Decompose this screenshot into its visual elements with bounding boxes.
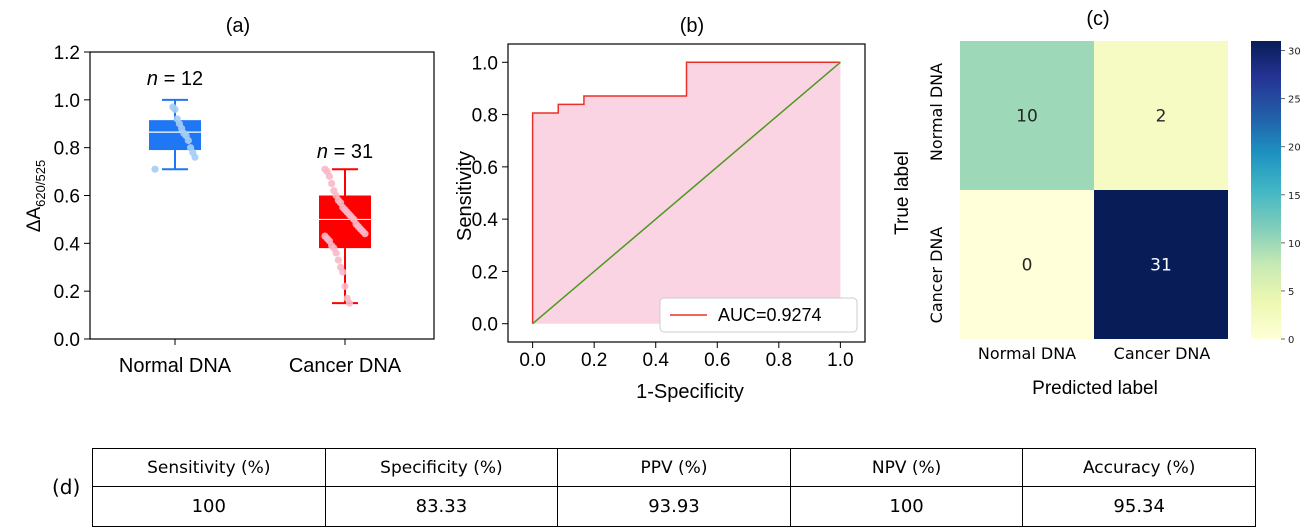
heatmap-cell-value: 10 (1016, 107, 1038, 127)
roc-y-tick-label: 0.4 (472, 210, 499, 231)
header-cell: Sensitivity (%) (92, 447, 326, 488)
heatmap-cell-value: 2 (1156, 107, 1167, 127)
x-tick-cancer-dna: Cancer DNA (1114, 344, 1211, 363)
roc-legend: AUC=0.9274 (659, 297, 858, 333)
roc-chart: 0.0 0.2 0.4 0.6 0.8 1.0 0.0 0.2 0.4 0.6 0.8 1.0 1-… (454, 43, 866, 403)
heatmap-cell (1094, 41, 1228, 190)
data-point (336, 263, 345, 271)
colorbar-tick-label: 25 (1288, 95, 1301, 106)
header-cell: Accuracy (%) (1022, 447, 1256, 488)
confusion-matrix-heatmap: 10 20 31 Normal DNA Cancer DNA Normal DNA … (892, 41, 1301, 399)
data-point (343, 294, 351, 302)
data-point (321, 232, 329, 240)
value-cell: 95.34 (1022, 486, 1256, 527)
heatmap-cell-value: 0 (1022, 256, 1033, 276)
table-header-row: Sensitivity (%) Specificity (%) PPV (%) … (92, 447, 1256, 488)
box-y-tick-label: 0.2 (54, 282, 80, 303)
box-y-tick-label: 0.0 (54, 330, 80, 351)
n-label-cancer: n = 31 (317, 141, 373, 163)
colorbar-tick-label: 10 (1288, 239, 1301, 250)
metrics-table: Sensitivity (%) Specificity (%) PPV (%) … (92, 447, 1256, 527)
box-plot-chart: 0.0 0.2 0.4 0.6 0.8 1.0 1.2 Normal DNA Cancer D… (24, 43, 435, 377)
roc-x-tick-label: 0.6 (704, 350, 730, 371)
header-cell: PPV (%) (557, 447, 791, 488)
roc-x-axis-label: 1-Specificity (636, 381, 744, 403)
value-cell: 83.33 (324, 486, 559, 527)
panel-label-d: (d) (52, 475, 81, 499)
heatmap-cell (960, 41, 1094, 190)
header-cell: Specificity (%) (324, 447, 559, 488)
heatmap-cell-value: 31 (1150, 256, 1172, 276)
panel-label-a: (a) (226, 15, 250, 37)
data-point (321, 165, 329, 173)
roc-y-tick-label: 1.0 (472, 53, 498, 74)
roc-y-tick-label: 0.2 (472, 262, 498, 283)
roc-y-tick-label: 0.6 (472, 158, 498, 179)
roc-y-axis-label: Sensitivity (454, 151, 476, 241)
colorbar-tick-label: 20 (1288, 143, 1301, 154)
header-cell: NPV (%) (789, 447, 1024, 488)
roc-plot-frame (507, 43, 866, 343)
data-point (169, 103, 177, 111)
value-cell: 93.93 (557, 486, 791, 527)
panel-label-c: (c) (1086, 8, 1109, 30)
roc-x-tick-label: 0.4 (643, 350, 670, 371)
box-x-tick-label: Normal DNA (119, 355, 232, 377)
value-cell: 100 (789, 486, 1024, 527)
data-point (186, 144, 195, 152)
y-tick-cancer-dna: Cancer DNA (927, 227, 946, 324)
box-y-axis-label: ΔA620/525 (24, 160, 48, 232)
panel-label-b: (b) (680, 15, 704, 37)
roc-x-tick-label: 1.0 (827, 350, 853, 371)
roc-x-tick-label: 0.0 (519, 350, 545, 371)
heatmap-cell (960, 190, 1094, 339)
heatmap-cell (1094, 190, 1228, 339)
box-plot-frame (89, 51, 435, 340)
data-point (341, 282, 349, 290)
roc-x-tick-label: 0.8 (766, 350, 792, 371)
roc-x-tick-label: 0.2 (581, 350, 607, 371)
heatmap-x-axis-label: Predicted label (1032, 378, 1158, 399)
box-y-tick-label: 1.2 (54, 43, 80, 64)
value-cell: 100 (92, 486, 326, 527)
heatmap-y-axis-label: True label (892, 151, 913, 235)
box-x-tick-label: Cancer DNA (289, 355, 402, 377)
box-y-tick-label: 0.8 (54, 139, 80, 160)
legend-box (659, 297, 858, 333)
colorbar (1251, 41, 1281, 339)
roc-y-tick-label: 0.0 (472, 315, 498, 336)
box-y-tick-label: 1.0 (54, 91, 80, 112)
colorbar-tick-label: 0 (1288, 335, 1294, 346)
colorbar-tick-label: 15 (1288, 191, 1301, 202)
data-point (328, 179, 336, 188)
roc-y-tick-label: 0.8 (472, 106, 498, 127)
y-tick-normal-dna: Normal DNA (927, 63, 946, 161)
x-tick-normal-dna: Normal DNA (978, 344, 1076, 363)
figure-canvas: (a) (b) (c) 0.0 0.2 0.4 0.6 0.8 1.0 1.2 Normal… (24, 8, 1301, 403)
box-y-tick-label: 0.4 (54, 234, 81, 255)
table-row: 100 83.33 93.93 100 95.34 (92, 486, 1256, 527)
roc-curve-line (531, 61, 841, 324)
n-label-normal: n = 12 (147, 68, 203, 90)
data-point (151, 165, 159, 173)
diagonal-reference-line (532, 61, 841, 325)
colorbar-tick-label: 5 (1288, 287, 1294, 298)
data-point (334, 256, 342, 264)
data-point (330, 187, 338, 195)
data-point (173, 115, 181, 123)
box-y-tick-label: 0.6 (54, 187, 80, 208)
colorbar-tick-label: 30 (1288, 47, 1301, 58)
legend-auc-label: AUC=0.9274 (718, 305, 822, 325)
